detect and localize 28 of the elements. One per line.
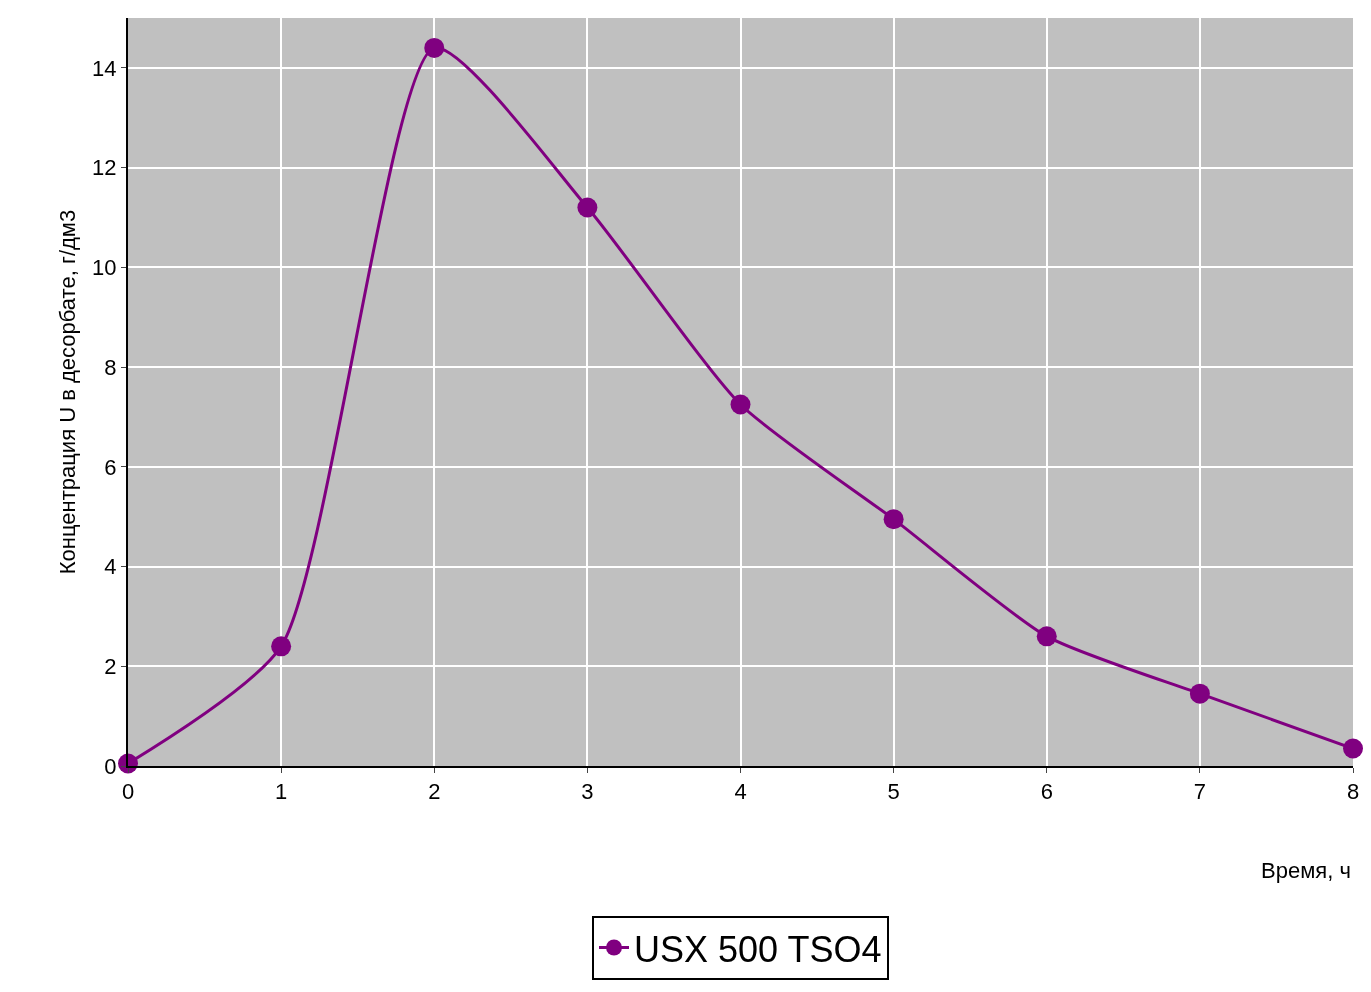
x-tick-label: 7 [1193,779,1207,805]
x-tick-label: 1 [275,779,288,805]
x-tick-label: 3 [581,779,594,805]
point [1343,738,1363,759]
legend-label: USX 500 TSO4 [634,928,882,970]
y-tick-label: 10 [92,255,117,281]
point [883,509,904,530]
y-tick-label: 12 [92,155,117,181]
x-tick-label: 0 [121,779,135,805]
point [424,37,445,58]
y-tick-label: 4 [104,554,117,580]
x-axis-title: Время, ч [1261,858,1351,883]
point [1036,626,1057,647]
point [1189,683,1210,704]
point [577,197,598,218]
point [730,394,751,415]
y-tick-label: 8 [104,354,117,380]
x-tick-label: 4 [734,779,747,805]
y-axis-title: Концентрация U в десорбате, г/дм3 [55,209,81,575]
y-tick-label: 6 [104,454,117,480]
x-tick-label: 2 [428,779,441,805]
y-tick-label: 2 [104,653,117,679]
point [271,636,292,657]
x-tick-label: 8 [1346,779,1360,805]
y-tick-label: 14 [92,55,117,81]
y-tick-label: 0 [104,753,117,779]
x-tick-label: 6 [1040,779,1053,805]
x-tick-label: 5 [887,779,900,805]
